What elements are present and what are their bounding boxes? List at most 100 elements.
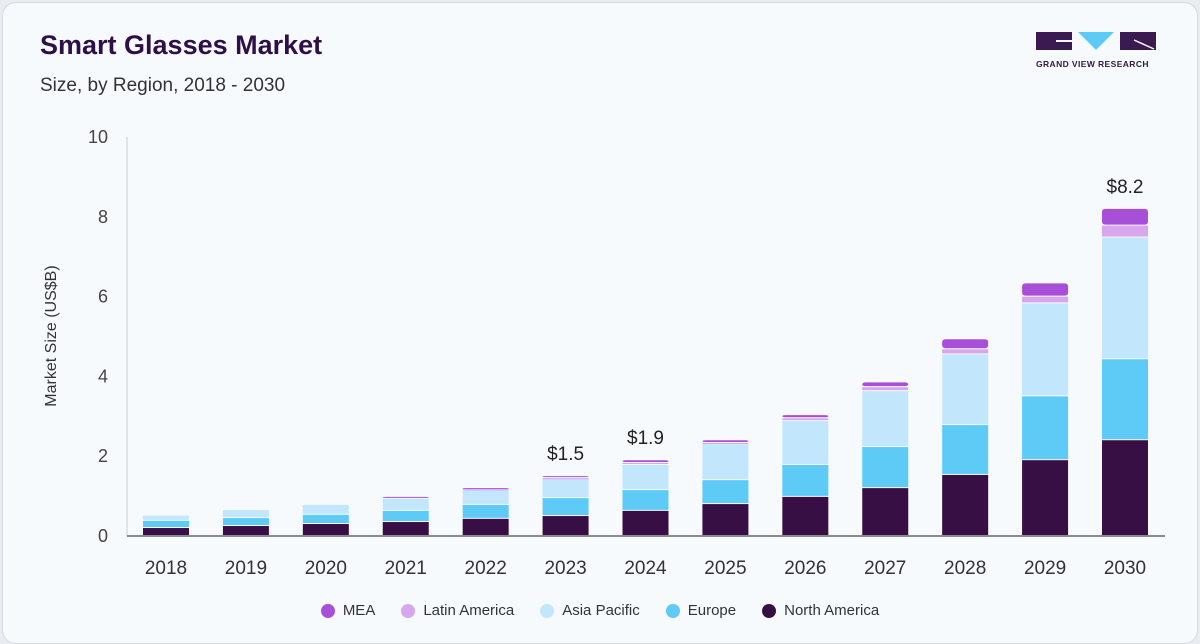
bar-segment-latin-america — [622, 462, 669, 464]
bar-segment-asia-pacific — [222, 510, 269, 518]
bar-segment-north-america — [782, 496, 829, 535]
bar-segment-north-america — [862, 488, 909, 535]
bar-segment-europe — [143, 520, 189, 528]
x-tick-label: 2026 — [784, 558, 826, 579]
x-tick-label: 2023 — [544, 558, 586, 579]
bar-segment-europe — [222, 518, 269, 526]
bar-segment-asia-pacific — [382, 498, 429, 510]
x-tick-label: 2025 — [704, 558, 746, 579]
bar-segment-latin-america — [1102, 225, 1148, 237]
grand-view-research-logo — [1036, 32, 1156, 50]
bar-segment-north-america — [542, 516, 589, 535]
bar-segment-north-america — [222, 526, 269, 535]
bar-segment-north-america — [942, 474, 989, 535]
bar-segment-europe — [622, 490, 669, 510]
y-tick-label: 4 — [98, 366, 108, 386]
x-tick-label: 2021 — [385, 558, 427, 579]
bar-segment-asia-pacific — [702, 444, 749, 480]
bar-segment-mea — [862, 382, 909, 387]
chart-title: Smart Glasses Market — [40, 30, 323, 60]
x-tick-label: 2022 — [465, 558, 507, 579]
bar-segment-europe — [1102, 359, 1148, 440]
bar-segment-north-america — [1102, 440, 1148, 535]
legend-label: Asia Pacific — [562, 602, 640, 619]
bar-segment-mea — [702, 440, 749, 443]
bar-segment-north-america — [702, 504, 749, 535]
x-tick-label: 2018 — [145, 558, 187, 579]
legend-swatch — [401, 603, 416, 618]
bar-segment-latin-america — [862, 387, 909, 391]
bar-segment-latin-america — [1022, 296, 1069, 303]
bar-segment-latin-america — [942, 349, 989, 354]
bar-segment-latin-america — [702, 443, 749, 445]
bar-segment-mea — [1102, 208, 1148, 225]
bar-segment-latin-america — [542, 478, 589, 480]
bar-segment-asia-pacific — [782, 421, 829, 464]
x-tick-label: 2020 — [305, 558, 347, 579]
y-tick-label: 8 — [98, 207, 108, 227]
x-tick-label: 2027 — [864, 558, 906, 579]
bar-segment-asia-pacific — [1102, 237, 1148, 359]
legend-item: North America — [762, 602, 879, 619]
legend-swatch — [320, 603, 335, 618]
y-axis-label: Market Size (US$B) — [43, 265, 60, 406]
legend-swatch — [540, 603, 555, 618]
bar-segment-europe — [302, 514, 349, 524]
bar-segment-asia-pacific — [942, 354, 989, 425]
y-tick-label: 10 — [88, 127, 108, 147]
bar-segment-mea — [622, 460, 669, 462]
bar-segment-asia-pacific — [143, 515, 189, 520]
bar-segment-europe — [862, 447, 909, 488]
bar-segment-europe — [782, 464, 829, 496]
bar-segment-europe — [462, 504, 509, 518]
x-tick-label: 2028 — [944, 558, 986, 579]
legend-item: Latin America — [401, 602, 514, 619]
bar-segment-north-america — [462, 518, 509, 535]
bar-segment-asia-pacific — [462, 490, 509, 504]
legend-swatch — [665, 603, 680, 618]
bar-segment-asia-pacific — [622, 464, 669, 490]
bar-segment-europe — [542, 498, 589, 516]
x-tick-label: 2030 — [1104, 558, 1146, 579]
x-tick-label: 2019 — [225, 558, 267, 579]
bar-segment-mea — [942, 339, 989, 349]
bar-segment-europe — [702, 480, 749, 504]
legend-item: MEA — [320, 602, 376, 619]
legend-item: Europe — [665, 602, 737, 619]
bar-segment-asia-pacific — [862, 391, 909, 447]
y-tick-label: 6 — [98, 287, 108, 307]
data-label: $1.5 — [547, 444, 584, 465]
bar-segment-latin-america — [462, 489, 509, 491]
bar-segment-mea — [462, 488, 509, 490]
bar-segment-europe — [942, 425, 989, 474]
y-tick-label: 2 — [98, 446, 108, 466]
bar-segment-europe — [1022, 396, 1069, 460]
legend-label: MEA — [342, 602, 376, 619]
bar-segment-north-america — [302, 524, 349, 535]
data-label: $1.9 — [627, 428, 664, 449]
legend-label: North America — [784, 602, 880, 619]
bar-segment-north-america — [622, 510, 669, 535]
y-tick-label: 0 — [98, 526, 108, 546]
x-tick-label: 2029 — [1024, 558, 1066, 579]
bar-segment-asia-pacific — [1022, 303, 1069, 396]
bar-segment-latin-america — [782, 418, 829, 421]
bar-segment-mea — [782, 415, 829, 418]
x-tick-label: 2024 — [624, 558, 667, 579]
bar-segment-mea — [1022, 283, 1069, 296]
bar-segment-north-america — [1022, 460, 1069, 535]
stacked-bar-chart: 0 2 4 6 8 10 Market Size (US$B) 2018 2019 2020 202… — [43, 127, 1165, 579]
chart-subtitle: Size, by Region, 2018 - 2030 — [40, 75, 286, 96]
bar-segment-mea — [542, 476, 589, 478]
data-label: $8.2 — [1107, 177, 1144, 198]
legend-item: Asia Pacific — [540, 602, 640, 619]
legend-swatch — [762, 603, 777, 618]
bar-segment-asia-pacific — [542, 478, 589, 498]
bar-segment-europe — [382, 510, 429, 522]
legend-label: Europe — [687, 602, 737, 619]
legend: MEA Latin America Asia Pacific Europe North … — [0, 602, 1200, 619]
logo-text: GRAND VIEW RESEARCH — [1036, 59, 1149, 69]
bar-segment-north-america — [143, 528, 189, 535]
bar-segment-mea — [382, 496, 429, 498]
